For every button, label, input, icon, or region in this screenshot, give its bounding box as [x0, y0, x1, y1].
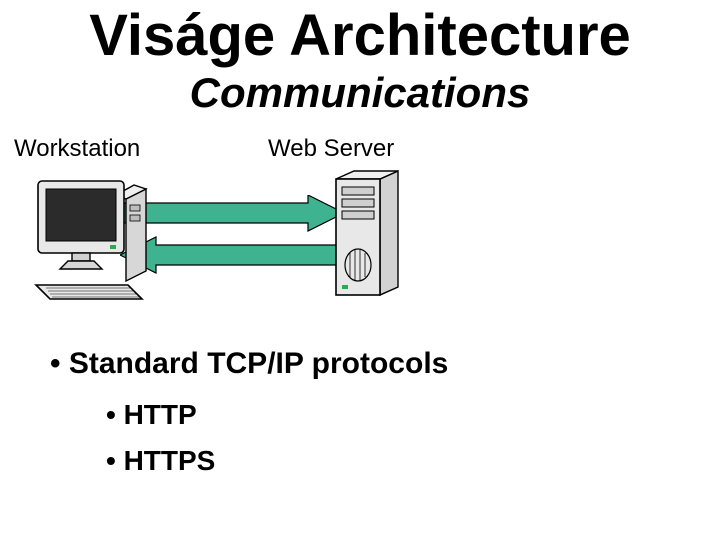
- page-title: Viságe Architecture: [0, 0, 720, 67]
- server-icon: [330, 169, 410, 309]
- page-subtitle: Communications: [0, 69, 720, 117]
- workstation-icon: [30, 169, 160, 309]
- bullet-http: • HTTP: [50, 399, 720, 431]
- workstation-label: Workstation: [14, 135, 140, 163]
- bullet-protocols: • Standard TCP/IP protocols: [50, 347, 720, 381]
- bullet-list: • Standard TCP/IP protocols • HTTP • HTT…: [0, 347, 720, 477]
- architecture-diagram: [0, 169, 720, 319]
- webserver-label: Web Server: [268, 135, 394, 163]
- bullet-https: • HTTPS: [50, 445, 720, 477]
